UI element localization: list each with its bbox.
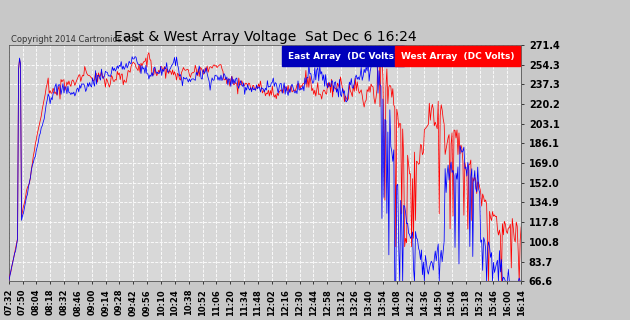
Legend: East Array  (DC Volts), West Array  (DC Volts): East Array (DC Volts), West Array (DC Vo… (283, 50, 517, 63)
Title: East & West Array Voltage  Sat Dec 6 16:24: East & West Array Voltage Sat Dec 6 16:2… (113, 30, 416, 44)
Text: Copyright 2014 Cartronics.com: Copyright 2014 Cartronics.com (11, 36, 142, 44)
